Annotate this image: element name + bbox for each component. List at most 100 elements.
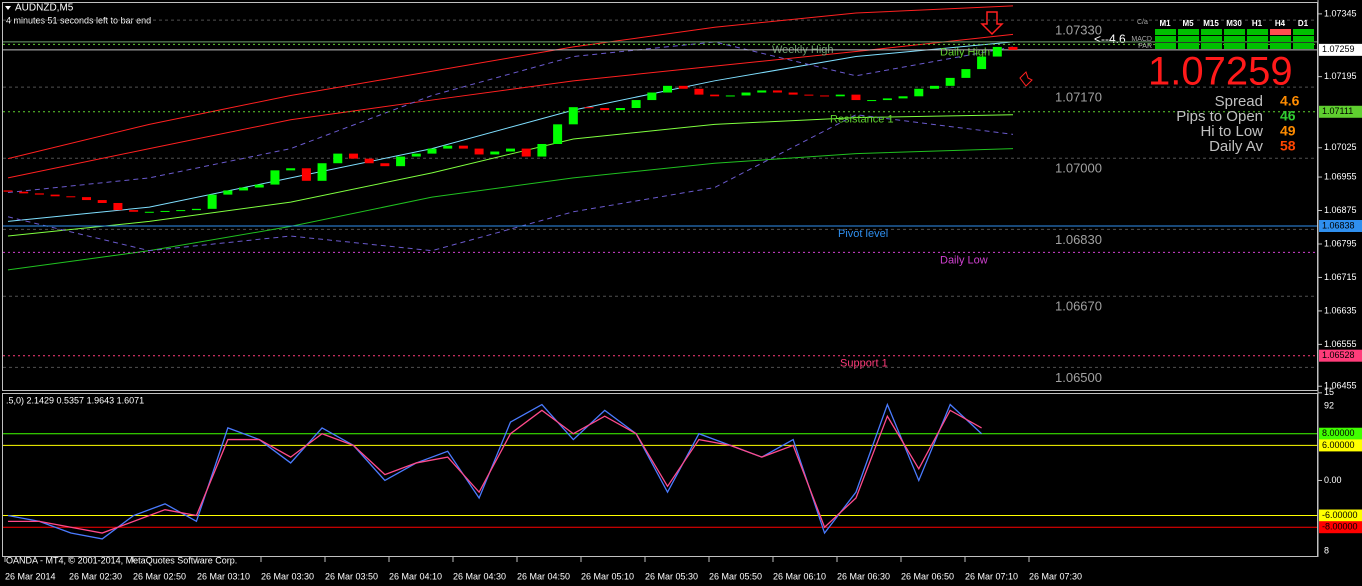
candle [411, 153, 421, 157]
down-arrow [980, 11, 1004, 36]
candle [851, 94, 861, 101]
candle [223, 190, 233, 195]
candle [835, 94, 845, 97]
price-label: 1.07170 [1055, 90, 1102, 105]
current-box-label: 1.07259 [1322, 44, 1355, 54]
candle [129, 210, 139, 212]
timeframe: H4 [1275, 19, 1286, 28]
price-label: 1.06830 [1055, 232, 1102, 247]
band-line [7, 148, 1014, 271]
price-box-label: 1.06528 [1322, 350, 1355, 360]
candle [34, 193, 44, 195]
time-label: 26 Mar 04:10 [389, 571, 442, 581]
candle [82, 197, 92, 201]
hand-icon [1019, 71, 1033, 87]
candle [992, 46, 1002, 57]
timer: 4 minutes 51 seconds left to bar end [6, 15, 151, 25]
indicator-header: .5,0) 2.1429 0.5357 1.9643 1.6071 [6, 395, 144, 405]
candle [631, 100, 641, 109]
price-label: 1.06500 [1055, 370, 1102, 385]
footer: OANDA - MT4, © 2001-2014, MetaQuotes Sof… [6, 555, 237, 565]
level-box-label: 8.00000 [1322, 428, 1355, 438]
candle [710, 94, 720, 97]
candle [977, 56, 987, 70]
status-cell [1155, 29, 1176, 35]
band-line [7, 114, 1014, 237]
candle [239, 187, 249, 191]
price-box [1319, 219, 1362, 232]
y-tick-label: 15 [1324, 387, 1334, 397]
status-cell [1155, 36, 1176, 42]
candle [176, 210, 186, 212]
time-label: 26 Mar 07:30 [1029, 571, 1082, 581]
candle [348, 153, 358, 159]
level-box [1319, 427, 1362, 440]
stat-name: Daily Av [1209, 138, 1263, 155]
timeframe: H1 [1252, 19, 1263, 28]
time-label: 26 Mar 02:50 [133, 571, 186, 581]
candle [741, 92, 751, 96]
level-name: Support 1 [840, 358, 888, 370]
current-box [1319, 43, 1362, 56]
y-tick-label: 1.06635 [1324, 305, 1357, 315]
time-label: 26 Mar 2014 [5, 571, 56, 581]
price-label: 1.07330 [1055, 23, 1102, 38]
level-name: Resistance 1 [830, 114, 894, 126]
candle [333, 153, 343, 164]
time-label: 26 Mar 03:30 [261, 571, 314, 581]
status-cell [1247, 36, 1268, 42]
status-cell [1270, 36, 1291, 42]
candle [19, 191, 29, 194]
candle [254, 184, 264, 188]
candle [945, 77, 955, 86]
timeframe: M15 [1203, 19, 1219, 28]
time-label: 26 Mar 06:50 [901, 571, 954, 581]
timeframe: M5 [1182, 19, 1194, 28]
corner-label: C/a [1137, 19, 1148, 26]
candle [694, 88, 704, 95]
candle [144, 211, 154, 213]
y-tick-label: 1.07345 [1324, 8, 1357, 18]
candle [521, 148, 531, 157]
symbol: AUDNZD,M5 [15, 3, 74, 14]
candle [207, 194, 217, 209]
candle [427, 148, 437, 154]
level-box [1319, 509, 1362, 522]
time-label: 26 Mar 05:50 [709, 571, 762, 581]
candle [820, 95, 830, 97]
candle [97, 200, 107, 203]
candle [113, 202, 123, 211]
candle [772, 90, 782, 93]
status-cell [1224, 36, 1245, 42]
candle [380, 163, 390, 167]
candle [66, 196, 76, 198]
menu-triangle[interactable] [5, 6, 11, 10]
time-label: 26 Mar 05:30 [645, 571, 698, 581]
band-line [7, 33, 1014, 179]
y-tick-label: 1.07195 [1324, 71, 1357, 81]
candle [568, 107, 578, 125]
status-cell [1224, 29, 1245, 35]
candle [647, 92, 657, 101]
indicator-line [8, 409, 982, 534]
candle [458, 145, 468, 149]
stat-value: 49 [1280, 123, 1296, 139]
candle [270, 170, 280, 185]
distance: <--4.6 [1094, 32, 1126, 46]
stat-name: Spread [1215, 93, 1263, 110]
level-name: Pivot level [838, 228, 888, 240]
candle [396, 156, 406, 167]
y-tick-label: 1.06455 [1324, 381, 1357, 391]
y-tick-label: 1.06555 [1324, 339, 1357, 349]
candle [898, 96, 908, 99]
row-label: PAR [1138, 43, 1152, 50]
candle [537, 143, 547, 157]
level-box [1319, 521, 1362, 534]
time-label: 26 Mar 05:10 [581, 571, 634, 581]
y-tick-label: 1.06715 [1324, 272, 1357, 282]
y-tick-label: 1.06795 [1324, 238, 1357, 248]
time-label: 26 Mar 07:10 [965, 571, 1018, 581]
